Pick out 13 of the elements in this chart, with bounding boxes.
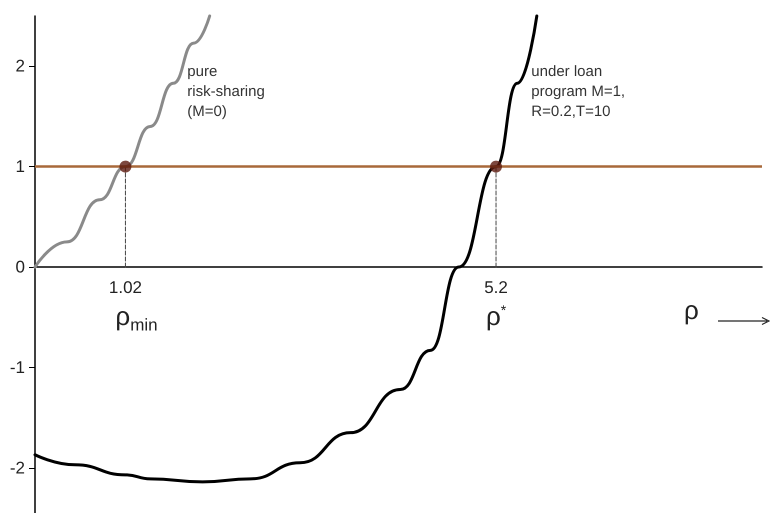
y-tick-label: 1	[16, 157, 25, 176]
x-tick-label: 1.02	[108, 278, 142, 298]
y-tick-label: -2	[10, 458, 25, 478]
series-label: pure risk-sharing (M=0)	[187, 62, 269, 120]
text: min	[130, 316, 158, 335]
y-tick-label: 0	[16, 258, 25, 277]
text: ρ	[684, 295, 699, 326]
annotation: ρ*	[486, 301, 507, 332]
y-tick-label: -1	[10, 358, 25, 377]
series-label: under loan program M=1, R=0.2,T=10	[531, 62, 630, 120]
x-axis-title: ρ	[115, 301, 130, 332]
x-tick-label: 5.2	[484, 278, 508, 298]
y-tick-label: 2	[16, 56, 25, 76]
